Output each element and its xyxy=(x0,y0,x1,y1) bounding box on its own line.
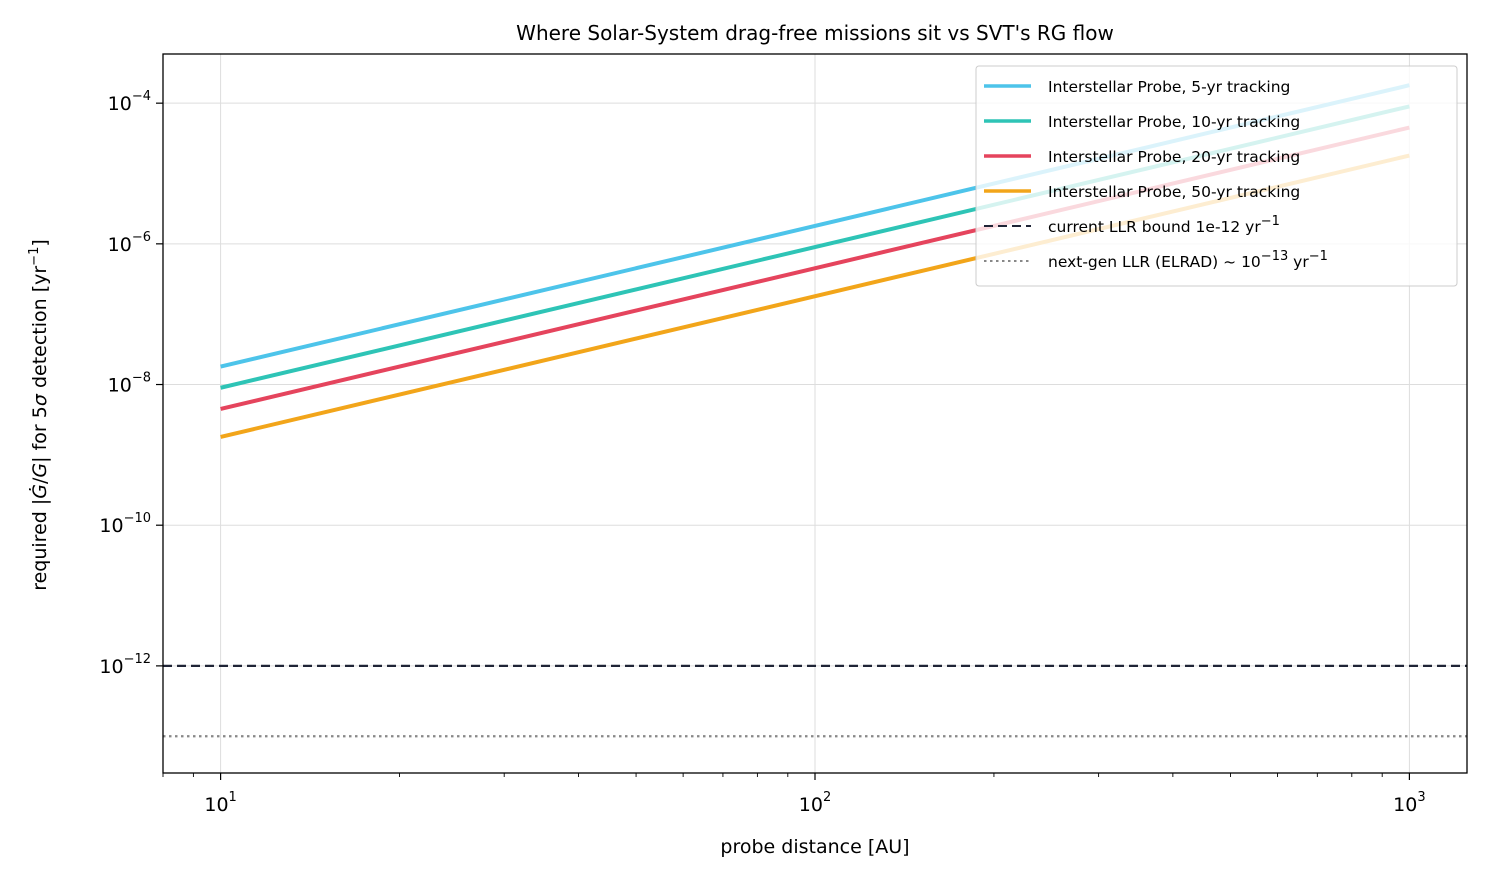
x-tick-exp: 1 xyxy=(229,790,237,805)
y-tick-exp: −6 xyxy=(132,230,151,245)
legend-label-sup: −1 xyxy=(1261,214,1280,229)
y-tick-exp: −10 xyxy=(124,511,151,526)
legend-label-part: Interstellar Probe, 20-yr tracking xyxy=(1048,148,1300,166)
legend-label: Interstellar Probe, 10-yr tracking xyxy=(1048,113,1300,131)
y-tick-label: 10−6 xyxy=(108,230,151,256)
y-tick-exp: −4 xyxy=(132,89,151,104)
legend-label-part: Interstellar Probe, 5-yr tracking xyxy=(1048,78,1290,96)
x-tick-exp: 3 xyxy=(1417,790,1425,805)
legend-box xyxy=(975,65,1458,287)
legend-label: next-gen LLR (ELRAD) ~ 10−13 yr−1 xyxy=(1048,249,1328,271)
y-label-g: G xyxy=(29,463,51,478)
legend-label: Interstellar Probe, 50-yr tracking xyxy=(1048,183,1300,201)
legend-label-part: Interstellar Probe, 10-yr tracking xyxy=(1048,113,1300,131)
y-label-sigma: σ xyxy=(29,393,51,406)
y-tick-base: 10 xyxy=(108,234,132,256)
y-label-mid: / xyxy=(29,477,51,484)
legend-label-sup: −1 xyxy=(1309,249,1328,264)
y-tick-base: 10 xyxy=(108,375,132,397)
y-axis-label: required |Ġ/G| for 5σ detection [yr−1] xyxy=(27,239,51,591)
x-tick-base: 10 xyxy=(204,794,228,816)
y-tick-label: 10−8 xyxy=(108,371,151,397)
y-tick-label: 10−12 xyxy=(99,652,151,678)
y-label-pre: required | xyxy=(29,499,51,591)
y-tick-label: 10−10 xyxy=(99,511,151,537)
chart-title: Where Solar-System drag-free missions si… xyxy=(516,21,1114,45)
y-label-post2: detection [yr xyxy=(29,266,51,394)
y-tick-base: 10 xyxy=(108,93,132,115)
reference-lines xyxy=(163,664,1467,738)
x-tick-base: 10 xyxy=(799,794,823,816)
y-tick-label: 10−4 xyxy=(108,89,151,115)
y-label-post: | for 5 xyxy=(29,406,51,463)
legend-label: Interstellar Probe, 20-yr tracking xyxy=(1048,148,1300,166)
y-label-end: ] xyxy=(29,239,51,246)
y-label-sup: −1 xyxy=(27,247,42,266)
x-axis-label: probe distance [AU] xyxy=(720,836,909,858)
legend-label: current LLR bound 1e-12 yr−1 xyxy=(1048,214,1280,236)
legend-label: Interstellar Probe, 5-yr tracking xyxy=(1048,78,1290,96)
y-tick-base: 10 xyxy=(99,656,123,678)
x-tick-label: 102 xyxy=(799,790,831,816)
legend-label-sup: −13 xyxy=(1261,249,1288,264)
y-label-gdot: Ġ xyxy=(28,484,51,499)
x-ticks: 101 102 103 xyxy=(162,773,1426,816)
legend-label-part: current LLR bound 1e-12 yr xyxy=(1048,218,1261,236)
x-tick-exp: 2 xyxy=(823,790,831,805)
y-tick-exp: −8 xyxy=(132,371,151,386)
legend: Interstellar Probe, 5-yr tracking Interst… xyxy=(975,65,1458,287)
x-tick-base: 10 xyxy=(1393,794,1417,816)
x-tick-label: 103 xyxy=(1393,790,1425,816)
legend-label-part: yr xyxy=(1288,253,1309,271)
y-tick-exp: −12 xyxy=(124,652,151,667)
y-tick-base: 10 xyxy=(99,515,123,537)
legend-label-part: next-gen LLR (ELRAD) ~ 10 xyxy=(1048,253,1261,271)
legend-label-part: Interstellar Probe, 50-yr tracking xyxy=(1048,183,1300,201)
x-tick-label: 101 xyxy=(204,790,236,816)
